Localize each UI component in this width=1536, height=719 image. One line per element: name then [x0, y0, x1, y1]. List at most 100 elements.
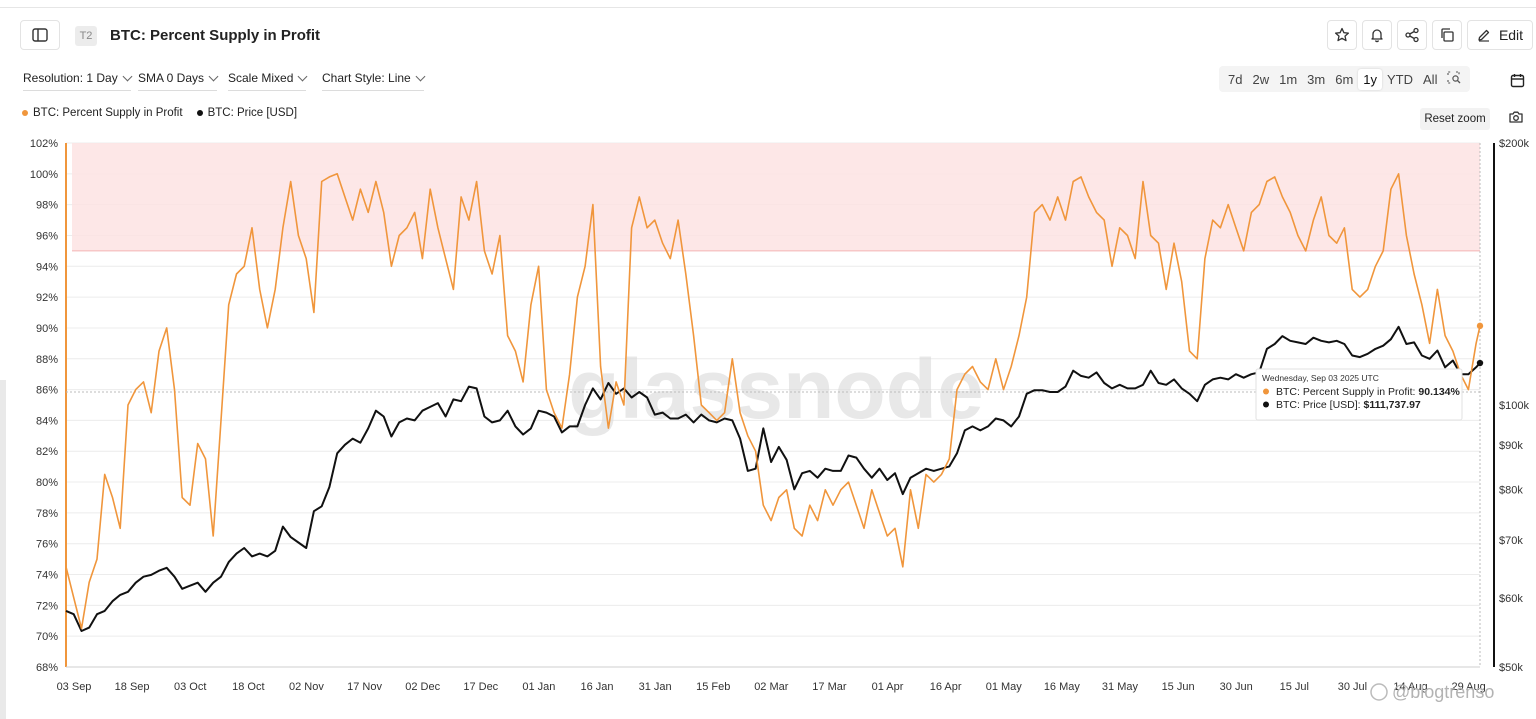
series-point-profit [1476, 322, 1484, 330]
range-1y[interactable]: 1y [1358, 68, 1383, 90]
watermark: glassnode [568, 342, 983, 436]
left-tick-label: 84% [36, 415, 58, 427]
legend-item-price[interactable]: BTC: Price [USD] [196, 107, 298, 119]
right-tick-label: $60k [1499, 593, 1523, 605]
range-2w[interactable]: 2w [1252, 71, 1270, 87]
x-axis: 03 Sep 18 Sep 03 Oct 18 Oct 02 Nov 17 Nov 02 D… [57, 666, 1486, 693]
left-tick-label: 68% [36, 662, 58, 674]
left-tick-label: 74% [36, 570, 58, 582]
range-1m[interactable]: 1m [1279, 71, 1298, 87]
share-button[interactable] [1397, 20, 1427, 50]
range-selector: 7d 2w 1m 3m 6m 1y YTD All [1219, 66, 1471, 92]
x-tick-label: 01 Jan [522, 681, 555, 693]
zoom-area-icon [1447, 71, 1461, 84]
left-tick-label: 94% [36, 261, 58, 273]
x-tick-label: 15 Jun [1162, 681, 1195, 693]
sma-label: SMA 0 Days [138, 71, 205, 85]
x-tick-label: 18 Sep [115, 681, 150, 693]
share-icon [1405, 27, 1419, 43]
x-tick-label: 01 Apr [872, 681, 904, 693]
range-3m[interactable]: 3m [1307, 71, 1326, 87]
x-tick-label: 30 Jun [1220, 681, 1253, 693]
left-tick-label: 96% [36, 230, 58, 242]
favorite-button[interactable] [1327, 20, 1357, 50]
left-tick-label: 98% [36, 200, 58, 212]
screenshot-button[interactable] [1508, 110, 1530, 128]
copy-icon [1441, 28, 1454, 42]
x-tick-label: 01 May [986, 681, 1023, 693]
x-tick-label: 15 Feb [696, 681, 730, 693]
x-tick-label: 18 Oct [232, 681, 264, 693]
left-tick-label: 76% [36, 539, 58, 551]
sidebar-toggle-button[interactable] [20, 20, 60, 50]
range-7d[interactable]: 7d [1228, 71, 1243, 87]
edit-label: Edit [1498, 27, 1524, 43]
x-tick-label: 17 Mar [812, 681, 847, 693]
series-line-price [65, 325, 1481, 632]
left-tick-label: 92% [36, 292, 58, 304]
calendar-icon [1510, 73, 1524, 87]
left-tick-label: 100% [30, 169, 58, 181]
tooltip-label-price: BTC: Price [USD]: [1276, 399, 1361, 411]
chart-legend: BTC: Percent Supply in Profit BTC: Price… [22, 107, 297, 119]
reset-zoom-button[interactable]: Reset zoom [1420, 108, 1490, 130]
tooltip-dot-profit [1263, 388, 1269, 395]
legend-dot [22, 110, 28, 116]
tooltip-date: Wednesday, Sep 03 2025 UTC [1262, 373, 1379, 383]
series-line-profit [65, 173, 1481, 630]
left-tick-label: 88% [36, 354, 58, 366]
edit-button[interactable]: Edit [1467, 20, 1533, 50]
bell-icon [1371, 29, 1383, 43]
x-tick-label: 30 Jul [1338, 681, 1367, 693]
tooltip-row-price: BTC: Price [USD]: $111,737.97 [1276, 399, 1421, 411]
right-tick-label: $100k [1499, 400, 1529, 412]
chart-toolbar: Resolution: 1 Day SMA 0 Days Scale Mixed… [0, 66, 1536, 92]
right-axis: $50k $60k $70k $80k $90k $100k $200k [1493, 138, 1529, 674]
series-points [1476, 322, 1484, 367]
footer-watermark: @blogtrenso [1370, 682, 1494, 702]
series-point-price [1476, 359, 1484, 367]
chart-style-select[interactable]: Chart Style: Line [322, 71, 426, 91]
header: T2 BTC: Percent Supply in Profit Edit [0, 20, 1536, 52]
right-tick-label: $70k [1499, 535, 1523, 547]
left-tick-label: 72% [36, 600, 58, 612]
chart-style-label: Chart Style: Line [322, 71, 411, 85]
range-ytd[interactable]: YTD [1387, 71, 1414, 87]
resolution-label: Resolution: 1 Day [23, 71, 118, 85]
legend-dot [196, 110, 203, 116]
left-axis: 68% 70% 72% 74% 76% 78% 80% 82% 84% 86% 88% 90% 92% 9… [30, 138, 67, 674]
legend-label: BTC: Percent Supply in Profit [33, 107, 183, 119]
x-tick-label: 02 Nov [289, 681, 324, 693]
legend-label: BTC: Price [USD] [207, 107, 298, 119]
sma-select[interactable]: SMA 0 Days [138, 71, 219, 91]
left-tick-label: 102% [30, 138, 58, 150]
zoom-select-button[interactable] [1442, 68, 1466, 90]
x-tick-label: 15 Jul [1280, 681, 1309, 693]
x-tick-label: 16 May [1044, 681, 1081, 693]
range-all[interactable]: All [1423, 71, 1438, 87]
right-tick-label: $200k [1499, 138, 1529, 150]
profit-zone-band [72, 143, 1480, 251]
x-tick-label: 31 May [1102, 681, 1139, 693]
tooltip: Wednesday, Sep 03 2025 UTC BTC: Percent … [1255, 368, 1463, 421]
tooltip-box [1255, 368, 1463, 421]
footer-watermark-text: @blogtrenso [1392, 682, 1494, 702]
left-tick-label: 82% [36, 446, 58, 458]
range-6m[interactable]: 6m [1335, 71, 1354, 87]
camera-icon [1509, 111, 1523, 123]
x-tick-label: 16 Apr [930, 681, 962, 693]
copy-button[interactable] [1432, 20, 1462, 50]
right-tick-label: $90k [1499, 440, 1523, 452]
x-tick-label: 31 Jan [639, 681, 672, 693]
x-tick-label: 03 Sep [57, 681, 92, 693]
left-scroll-edge[interactable] [0, 380, 6, 719]
resolution-select[interactable]: Resolution: 1 Day [23, 71, 133, 91]
alert-button[interactable] [1362, 20, 1392, 50]
date-picker-button[interactable] [1503, 68, 1531, 92]
left-tick-label: 86% [36, 385, 58, 397]
legend-item-profit[interactable]: BTC: Percent Supply in Profit [22, 107, 183, 119]
scale-select[interactable]: Scale Mixed [228, 71, 308, 91]
left-tick-label: 70% [36, 631, 58, 643]
left-tick-label: 78% [36, 508, 58, 520]
